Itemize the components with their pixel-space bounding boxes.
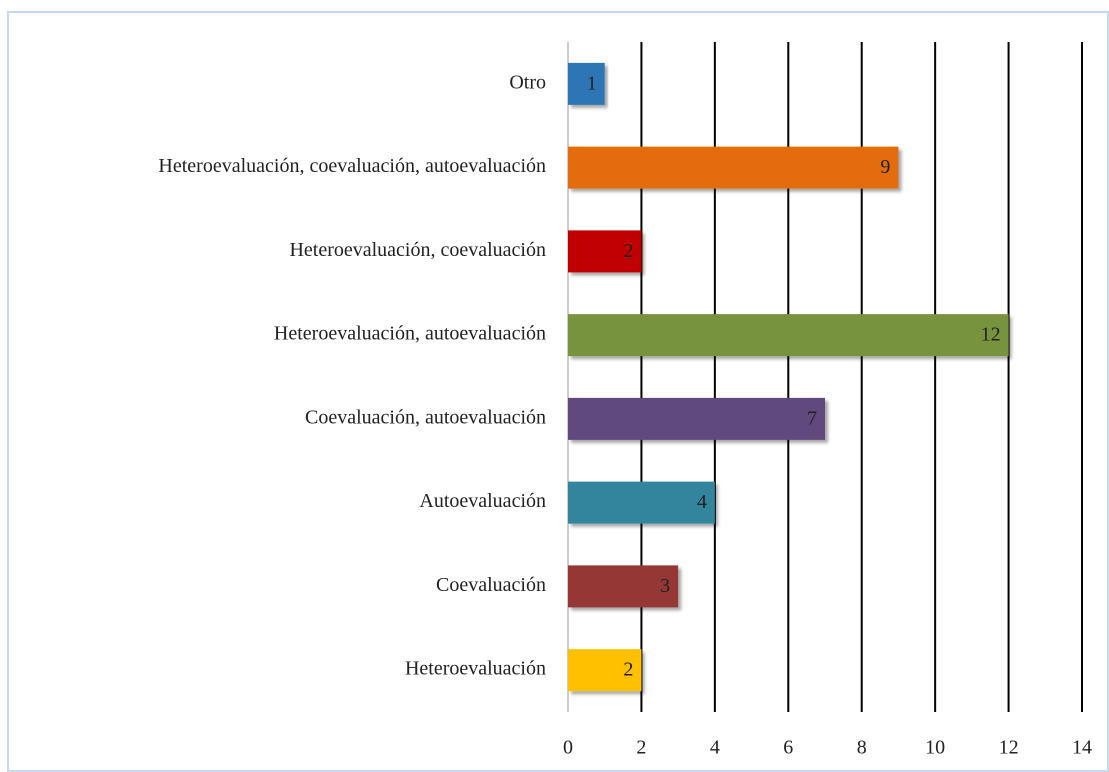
x-tick-label: 14 <box>1072 737 1092 759</box>
y-tick-label: Heteroevaluación <box>405 658 546 680</box>
y-tick-label: Coevaluación, autoevaluación <box>305 406 546 428</box>
y-tick-label: Autoevaluación <box>419 490 546 512</box>
bar <box>568 481 715 524</box>
data-label: 1 <box>587 72 597 94</box>
data-label: 9 <box>880 156 890 178</box>
y-tick-label: Coevaluación <box>436 574 546 596</box>
bar <box>568 565 679 608</box>
bar <box>568 314 1009 357</box>
x-tick-label: 0 <box>563 737 573 759</box>
x-tick-label: 6 <box>783 737 793 759</box>
y-tick-label: Heteroevaluación, coevaluación <box>289 239 546 261</box>
data-label: 3 <box>660 575 670 597</box>
data-label: 2 <box>623 240 633 262</box>
y-tick-label: Heteroevaluación, coevaluación, autoeval… <box>158 155 546 177</box>
bar <box>568 649 642 692</box>
data-label: 7 <box>807 407 817 429</box>
x-tick-label: 12 <box>999 737 1019 759</box>
data-label: 4 <box>697 491 707 513</box>
data-label: 12 <box>981 324 1001 346</box>
bar <box>568 230 642 273</box>
x-tick-label: 8 <box>857 737 867 759</box>
y-tick-label: Heteroevaluación, autoevaluación <box>274 323 546 345</box>
chart-border <box>7 11 1109 772</box>
bar <box>568 397 825 440</box>
x-tick-label: 4 <box>710 737 720 759</box>
bar <box>568 62 605 105</box>
y-tick-label: Otro <box>509 71 546 93</box>
bar <box>568 146 899 189</box>
data-label: 2 <box>623 659 633 681</box>
x-tick-label: 2 <box>636 737 646 759</box>
x-tick-label: 10 <box>925 737 945 759</box>
